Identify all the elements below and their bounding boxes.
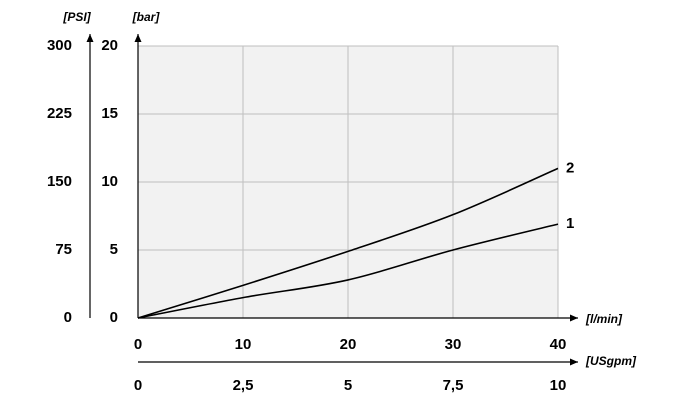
x2-tick-label: 10: [550, 377, 567, 394]
axis-arrow: [570, 358, 578, 366]
x-tick-label: 40: [550, 336, 567, 353]
y-tick-label: 10: [101, 173, 118, 190]
data-line: [137, 223, 559, 319]
x-axis-label: [l/min]: [585, 312, 623, 326]
x2-tick-label: 0: [134, 377, 142, 394]
series-label: 1: [566, 215, 574, 232]
x2-tick-label: 2,5: [233, 377, 254, 394]
axis-arrow: [134, 34, 142, 42]
y2-tick-label: 225: [47, 105, 72, 122]
series-label: 2: [566, 159, 574, 176]
y2-tick-label: 0: [64, 309, 72, 326]
y2-tick-label: 75: [55, 241, 72, 258]
y-tick-label: 15: [101, 105, 118, 122]
x2-tick-label: 5: [344, 377, 352, 394]
y2-axis-label: [PSI]: [62, 10, 91, 24]
x-tick-label: 20: [340, 336, 357, 353]
y-axis-label: [bar]: [132, 10, 161, 24]
x2-tick-label: 7,5: [443, 377, 464, 394]
y2-tick-label: 150: [47, 173, 72, 190]
axis-arrow: [570, 314, 578, 322]
x-tick-label: 0: [134, 336, 142, 353]
x-tick-label: 30: [445, 336, 462, 353]
x-tick-label: 10: [235, 336, 252, 353]
y2-tick-label: 300: [47, 37, 72, 54]
y-tick-label: 20: [101, 37, 118, 54]
y-tick-label: 5: [110, 241, 118, 258]
x2-axis-label: [USgpm]: [585, 354, 637, 368]
data-line: [137, 167, 559, 319]
axis-arrow: [86, 34, 94, 42]
y-tick-label: 0: [110, 309, 118, 326]
